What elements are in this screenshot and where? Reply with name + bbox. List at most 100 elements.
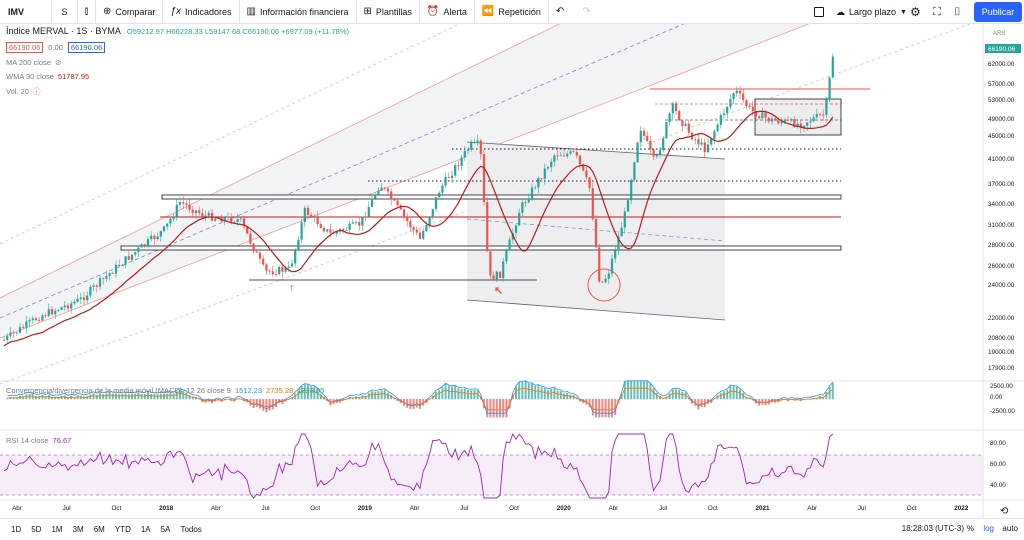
macd-histogram-bar (134, 393, 137, 400)
volume-legend[interactable]: Vol. 20 ⓘ (6, 86, 40, 97)
wma-label: WMA 30 close (6, 72, 54, 81)
reset-scale-button[interactable]: ⟲ (1000, 506, 1008, 517)
candle-body (422, 230, 425, 239)
macd-histogram-bar (550, 388, 553, 400)
candle-body (303, 207, 306, 223)
price-tick-label: 41000.00 (988, 156, 1015, 163)
chart-type-button[interactable]: ⫾ (78, 0, 96, 24)
candle-body (758, 116, 761, 119)
range-button-1m[interactable]: 1M (51, 525, 63, 534)
candle-body (774, 118, 777, 121)
settings-button[interactable]: ⚙ (910, 0, 921, 24)
clock-display[interactable]: 18:28:03 (UTC-3) (901, 524, 964, 533)
candle-body (268, 270, 271, 272)
candle-body (796, 123, 799, 127)
auto-toggle[interactable]: auto (1002, 524, 1018, 533)
range-button-ytd[interactable]: YTD (114, 525, 131, 534)
redo-button[interactable]: ↷ (575, 0, 601, 24)
time-tick-label: 2020 (557, 505, 572, 512)
macd-histogram-bar (127, 394, 130, 400)
price-axis[interactable]: 62000.00 57000.00 53000.00 49000.00 45000.00… (988, 61, 1015, 372)
layout-toggle[interactable] (814, 0, 824, 24)
range-button-1a[interactable]: 1A (140, 525, 151, 534)
indicators-button[interactable]: ƒx Indicadores (163, 0, 240, 24)
alert-button[interactable]: ⏰ Alerta (420, 0, 475, 24)
resistance-zone (161, 194, 842, 200)
candle-body (137, 247, 140, 253)
replay-button[interactable]: ⏪ Repetición (475, 0, 549, 24)
macd-histogram-bar (111, 393, 114, 400)
range-button-todos[interactable]: Todos (180, 525, 202, 534)
symbol-search[interactable]: IMV (0, 0, 52, 24)
candle-body (700, 142, 703, 145)
candle-body (361, 216, 364, 226)
macd-histogram-bar (316, 389, 319, 400)
candle-body (601, 281, 604, 283)
macd-histogram-bar (671, 389, 674, 400)
compare-button[interactable]: ⊕ Comparar (96, 0, 164, 24)
rsi-legend[interactable]: RSI 14 close 76.67 (6, 436, 71, 445)
candle-body (252, 243, 255, 252)
candle-body (706, 144, 710, 153)
macd-histogram-bar (467, 390, 469, 400)
range-button-6m[interactable]: 6M (93, 525, 105, 534)
macd-histogram-bar (150, 393, 153, 400)
candle-body (716, 124, 719, 132)
macd-legend[interactable]: Convergencia/divergencia de la media móv… (6, 386, 324, 395)
interval-selector[interactable]: S (52, 0, 78, 24)
candle-body (572, 151, 575, 152)
chart-canvas[interactable]: ↑ ↖ 62000.00 57000.00 53000.00 49000.00 4500… (0, 24, 1024, 518)
camera-icon: ⌷ (954, 5, 961, 18)
macd-tick-label: -2500.00 (990, 408, 1015, 415)
candle-body (169, 218, 172, 224)
macd-histogram-bar (153, 393, 156, 400)
undo-button[interactable]: ↶ (549, 0, 575, 24)
publish-button[interactable]: Publicar (974, 2, 1022, 22)
time-tick-label: Abr (410, 505, 420, 512)
fullscreen-button[interactable]: ⛶ (933, 0, 941, 24)
candle-body (518, 212, 521, 226)
candle-body (607, 273, 610, 279)
candle-body (66, 305, 70, 309)
candle-body (806, 122, 809, 126)
wma-line (3, 110, 834, 347)
candle-body (239, 218, 242, 220)
bid-box[interactable]: 66190.06 (6, 42, 44, 53)
candle-body (31, 318, 34, 320)
macd-histogram-bar (137, 392, 140, 400)
candle-body (409, 221, 412, 228)
time-tick-label: Oct (708, 505, 718, 512)
candle-body (127, 256, 130, 260)
percent-toggle[interactable]: % (966, 524, 974, 533)
macd-histogram-bar (547, 390, 549, 400)
financials-button[interactable]: ▥ Información financiera (240, 0, 357, 24)
macd-histogram-bar (307, 384, 309, 400)
layout-selector[interactable]: ☁ Largo plazo ▼ (836, 0, 907, 24)
macd-histogram-bar (655, 392, 658, 400)
last-price-label: 66190.06 (988, 46, 1015, 53)
candle-body (226, 216, 230, 218)
rsi-tick-label: 80.00 (990, 440, 1006, 447)
range-button-3m[interactable]: 3M (72, 525, 84, 534)
templates-button[interactable]: ⊞ Plantillas (357, 0, 420, 24)
range-button-5a[interactable]: 5A (160, 525, 171, 534)
snapshot-button[interactable]: ⌷ (954, 0, 961, 24)
candle-body (710, 138, 713, 145)
ma200-legend[interactable]: MA 200 close ⊘ (6, 58, 61, 67)
candle-body (9, 332, 12, 336)
macd-histogram-bar (572, 395, 575, 400)
macd-histogram-bar (313, 386, 316, 400)
macd-value-3: 1223.05 (297, 386, 325, 395)
candle-body (489, 251, 492, 276)
wma-legend[interactable]: WMA 30 close 51787.95 (6, 72, 89, 81)
macd-histogram-bar (540, 387, 543, 400)
candle-body (284, 267, 287, 272)
time-tick-label: Abr (608, 505, 618, 512)
range-button-5d[interactable]: 5D (31, 525, 42, 534)
range-button-1d[interactable]: 1D (11, 525, 22, 534)
ask-box[interactable]: 66190.06 (67, 42, 106, 53)
price-tick-label: 22000.00 (988, 315, 1015, 322)
time-axis[interactable]: Abr Jul Oct 2018 Abr Jul Oct 2019 Abr Jul Oct 2020 A… (12, 505, 969, 512)
log-toggle[interactable]: log (983, 524, 994, 533)
macd-histogram-bar (537, 385, 540, 400)
